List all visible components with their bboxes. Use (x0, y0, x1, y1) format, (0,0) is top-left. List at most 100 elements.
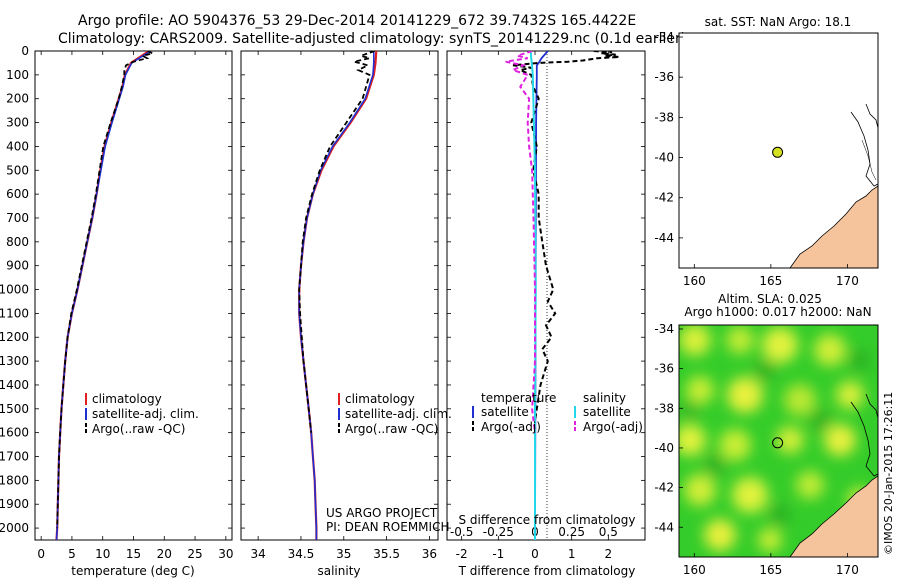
x-tick-label: 0 (531, 547, 539, 561)
sla-map-land (789, 475, 878, 557)
depth-tick-label: 2000 (0, 521, 29, 535)
depth-tick-label: 100 (6, 68, 29, 82)
sst-map-ticks: 160 165 170 -34 -36 -38 -40 -42 -44 (654, 30, 858, 288)
legend-label-s-argo: Argo(-adj) (583, 420, 643, 434)
series-line-satellite-adj-clim- (55, 51, 152, 540)
salinity-axis-ticks: 34 34.5 35 35.5 36 (250, 51, 437, 561)
lat-tick-label: -44 (654, 231, 674, 245)
legend-label-t-argo: Argo(-adj) (481, 420, 541, 434)
sla-patch (686, 376, 714, 404)
sla-patch (776, 426, 804, 454)
x-tick-label: 10 (95, 547, 110, 561)
sst-argo-marker (772, 146, 784, 158)
legend-label-climatology: climatology (92, 392, 162, 406)
lon-tick-label: 170 (836, 274, 859, 288)
sla-patch (784, 384, 816, 416)
depth-tick-label: 1000 (0, 283, 29, 297)
pi-note: PI: DEAN ROEMMICH (326, 520, 449, 534)
s-tick-label: -0.5 (450, 525, 473, 539)
depth-tick-label: 1200 (0, 330, 29, 344)
x-tick-label: 35.5 (373, 547, 400, 561)
x-tick-label: -1 (492, 547, 504, 561)
sla-patch (824, 424, 856, 456)
salinity-panel-frame (240, 50, 439, 541)
temperature-panel-frame (34, 50, 233, 541)
lon-tick-label: 160 (683, 274, 706, 288)
project-note: US ARGO PROJECT (326, 506, 438, 520)
lat-tick-label: -36 (654, 70, 674, 84)
lon-tick-label: 170 (836, 563, 859, 577)
sst-map-coastline (850, 103, 878, 187)
sst-map-frame (678, 32, 879, 269)
sla-map (679, 325, 878, 557)
figure-title-line2: Climatology: CARS2009. Satellite-adjuste… (58, 31, 686, 47)
figure-title-line1: Argo profile: AO 5904376_53 29-Dec-2014 … (78, 13, 636, 29)
lat-tick-label: -42 (654, 191, 674, 205)
sla-patch (814, 334, 846, 366)
s-difference-label: S difference from climatology (459, 513, 636, 527)
x-tick-label: 0 (37, 547, 45, 561)
x-tick-label: 2 (605, 547, 613, 561)
lat-tick-label: -44 (654, 520, 674, 534)
legend-label-argo: Argo(..raw -QC) (92, 422, 185, 436)
series-line-satellite-adj-clim- (298, 51, 375, 540)
depth-tick-label: 600 (6, 187, 29, 201)
temperature-legend: climatology satellite-adj. clim. Argo(..… (85, 392, 199, 436)
t-difference-label: T difference from climatology (458, 564, 636, 578)
lat-tick-label: -42 (654, 481, 674, 495)
x-tick-label: 15 (126, 547, 141, 561)
depth-tick-label: 500 (6, 163, 29, 177)
depth-tick-label: 200 (6, 92, 29, 106)
depth-tick-label: 400 (6, 139, 29, 153)
sla-patch (727, 377, 763, 413)
depth-tick-label: 1900 (0, 497, 29, 511)
lat-tick-label: -34 (654, 30, 674, 44)
lon-tick-label: 165 (759, 563, 782, 577)
difference-series (505, 51, 620, 540)
sla-patch (705, 455, 725, 475)
s-tick-label: -0.25 (483, 525, 514, 539)
salinity-axis-label: salinity (317, 564, 360, 578)
series-line-climatology (298, 51, 378, 540)
depth-tick-label: 700 (6, 211, 29, 225)
sla-map-field (679, 325, 872, 552)
sla-patch (810, 410, 830, 430)
sla-patch (732, 477, 768, 513)
depth-tick-label: 1600 (0, 426, 29, 440)
sla-patch (726, 326, 754, 354)
lat-tick-label: -40 (654, 151, 674, 165)
legend-label-argo-s: Argo(..raw -QC) (345, 422, 438, 436)
sla-patch (796, 471, 824, 499)
lat-tick-label: -40 (654, 441, 674, 455)
sla-patch (719, 429, 751, 461)
sst-map-contour (861, 139, 877, 181)
x-tick-label: -2 (456, 547, 468, 561)
lat-tick-label: -34 (654, 322, 674, 336)
sla-argo-marker (772, 437, 784, 449)
s-tick-label: 0.5 (599, 525, 618, 539)
depth-tick-label: 900 (6, 259, 29, 273)
depth-tick-label: 0 (21, 44, 29, 58)
legend-label-s-satellite: satellite (583, 405, 631, 419)
difference-panel-frame (446, 50, 646, 541)
temperature-axis-label: temperature (deg C) (71, 564, 194, 578)
salinity-series (298, 51, 378, 540)
legend-label-t-satellite: satellite (481, 405, 529, 419)
legend-title-temperature: temperature (481, 391, 556, 405)
sla-map-coastline (850, 393, 878, 477)
legend-label-climatology-s: climatology (345, 392, 415, 406)
x-tick-label: 5 (68, 547, 76, 561)
temperature-axis-ticks: 0 5 10 15 20 25 30 (37, 51, 233, 561)
sla-patch (762, 327, 798, 363)
difference-axis-ticks: -2 -1 0 1 2-0.5 -0.25 0 0.25 0.5 (450, 51, 618, 561)
temperature-series (55, 51, 156, 540)
sla-patch (704, 519, 736, 551)
sst-map (679, 33, 878, 268)
x-tick-label: 1 (568, 547, 576, 561)
salinity-legend: climatology satellite-adj. clim. Argo(..… (338, 392, 452, 436)
depth-tick-label: 1700 (0, 450, 29, 464)
sla-patch (850, 350, 870, 370)
s-tick-label: 0.25 (558, 525, 585, 539)
sla-patch (679, 424, 706, 456)
